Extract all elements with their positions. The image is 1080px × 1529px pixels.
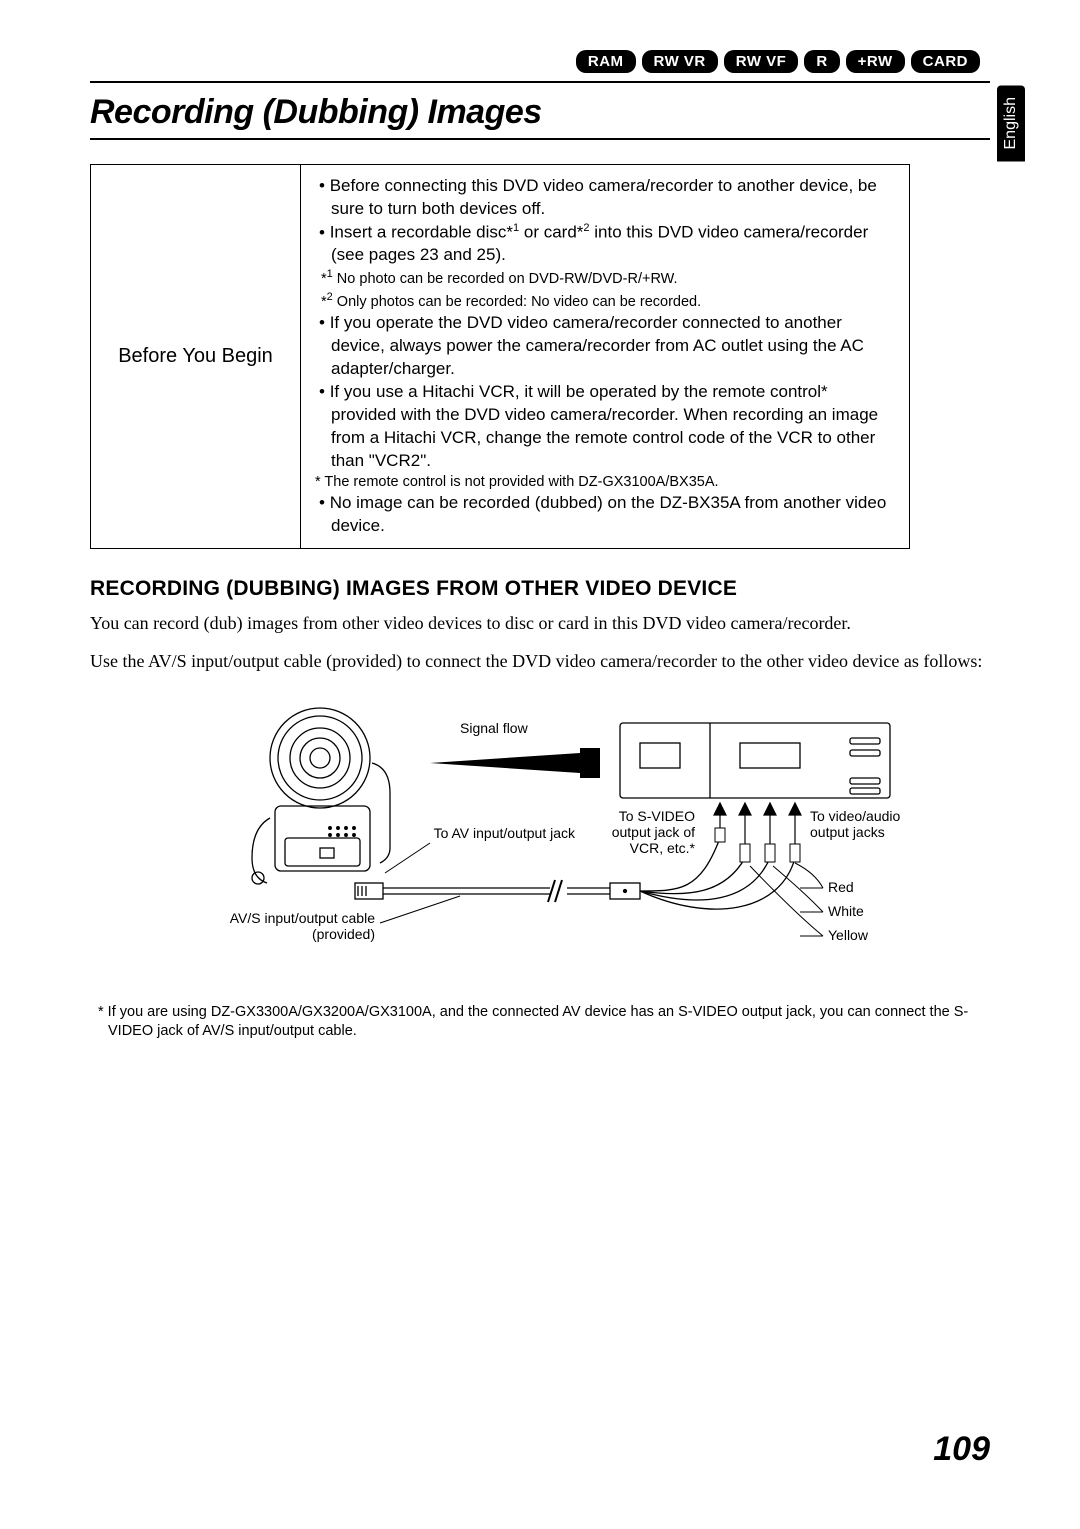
- info-bullet-3: If you operate the DVD video camera/reco…: [319, 312, 895, 381]
- info-bullet-5: No image can be recorded (dubbed) on the…: [319, 492, 895, 538]
- label-va-1: To video/audio: [810, 808, 900, 824]
- before-you-begin-box: Before You Begin Before connecting this …: [90, 164, 910, 549]
- body-paragraph-1: You can record (dub) images from other v…: [90, 611, 990, 635]
- label-av-jack: To AV input/output jack: [434, 825, 576, 841]
- info-note-1: *1 No photo can be recorded on DVD-RW/DV…: [321, 267, 895, 289]
- label-va-2: output jacks: [810, 824, 885, 840]
- color-labels: Red White Yellow: [750, 863, 869, 943]
- label-red: Red: [828, 879, 854, 895]
- body-paragraph-2: Use the AV/S input/output cable (provide…: [90, 649, 990, 673]
- info-bullet-4: If you use a Hitachi VCR, it will be ope…: [319, 381, 895, 473]
- label-signal-flow: Signal flow: [460, 720, 529, 736]
- language-tab: English: [997, 85, 1025, 161]
- plugs: [715, 828, 800, 862]
- label-svideo-2: output jack of: [612, 824, 695, 840]
- badge-ram: RAM: [576, 50, 636, 73]
- label-cable-2: (provided): [312, 926, 375, 942]
- rule-under-title: [90, 138, 990, 140]
- page-title: Recording (Dubbing) Images: [90, 93, 990, 132]
- info-bullet-2: Insert a recordable disc*1 or card*2 int…: [319, 221, 895, 268]
- before-you-begin-content: Before connecting this DVD video camera/…: [301, 165, 909, 548]
- vcr-jacks: [714, 803, 801, 858]
- info-note-2: *2 Only photos can be recorded: No video…: [321, 290, 895, 312]
- before-you-begin-label: Before You Begin: [91, 165, 301, 548]
- label-svideo-3: VCR, etc.*: [630, 840, 696, 856]
- label-white: White: [828, 903, 864, 919]
- label-svideo-1: To S-VIDEO: [619, 808, 695, 824]
- info-star-note: * The remote control is not provided wit…: [315, 473, 895, 493]
- badge-r: R: [804, 50, 839, 73]
- badge-card: CARD: [911, 50, 980, 73]
- vcr-icon: [620, 723, 890, 798]
- connection-diagram: Signal flow To S-VIDEO output jack of VC…: [180, 688, 900, 993]
- label-cable-1: AV/S input/output cable: [230, 910, 375, 926]
- label-yellow: Yellow: [828, 927, 869, 943]
- diagram-footnote: * If you are using DZ-GX3300A/GX3200A/GX…: [90, 1003, 990, 1042]
- badge-plusrw: +RW: [846, 50, 905, 73]
- signal-flow-arrow: [430, 748, 600, 778]
- section-heading: RECORDING (DUBBING) IMAGES FROM OTHER VI…: [90, 577, 990, 601]
- rule-top: [90, 81, 990, 83]
- info-bullet-1: Before connecting this DVD video camera/…: [319, 175, 895, 221]
- page-number: 109: [933, 1430, 990, 1469]
- media-badges: RAM RW VR RW VF R +RW CARD: [90, 50, 990, 73]
- badge-rwvf: RW VF: [724, 50, 799, 73]
- camera-icon: [252, 708, 390, 884]
- badge-rwvr: RW VR: [642, 50, 718, 73]
